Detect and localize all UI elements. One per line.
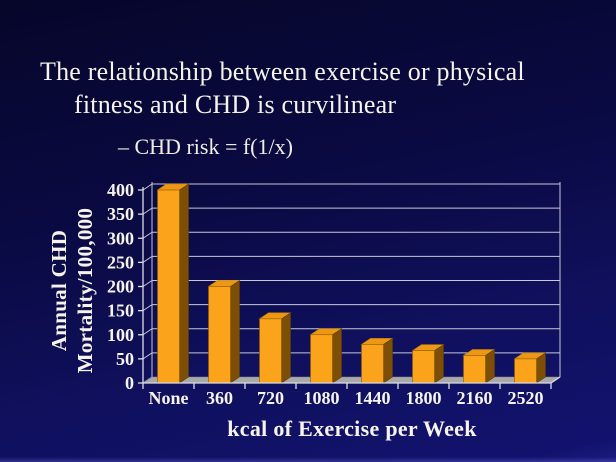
bar-2520 [514, 358, 537, 384]
grid-depth-connector-250 [142, 255, 153, 263]
y-axis-title-line-2: Mortality/100,000 [73, 208, 97, 373]
y-axis-tick-label-100: 100 [107, 325, 134, 345]
chart-floor [142, 376, 561, 384]
x-axis-depth-edge [550, 376, 561, 384]
x-axis-category-label-360: 360 [206, 388, 233, 408]
grid-depth-connector-100 [142, 328, 153, 336]
bar-1440 [361, 344, 384, 384]
grid-depth-connector-150 [142, 304, 153, 312]
x-axis-title: kcal of Exercise per Week [227, 416, 477, 441]
slide-title-line-1: The relationship between exercise or phy… [40, 57, 525, 86]
bar-side-face-2160 [485, 348, 495, 384]
grid-depth-connector-350 [142, 207, 153, 215]
x-axis-category-label-720: 720 [257, 388, 284, 408]
x-axis-category-label-1440: 1440 [355, 388, 391, 408]
bar-1080 [310, 334, 333, 384]
bar-side-face-1440 [383, 337, 393, 384]
x-axis-category-label-1080: 1080 [304, 388, 340, 408]
slide-title-line-2: fitness and CHD is curvilinear [74, 90, 397, 119]
grid-depth-connector-400 [142, 183, 153, 191]
x-axis-category-label-1800: 1800 [406, 388, 442, 408]
bar-360 [208, 286, 231, 384]
bar-side-face-1080 [332, 328, 342, 384]
y-axis-tick-label-250: 250 [107, 252, 134, 272]
bar-2160 [463, 355, 486, 384]
bar-side-face-None [179, 183, 189, 384]
bar-1800 [412, 350, 435, 384]
y-axis-tick-label-50: 50 [116, 349, 134, 369]
y-axis-tick-label-200: 200 [107, 277, 134, 297]
bar-side-face-360 [230, 279, 240, 384]
y-axis-title-line-1: Annual CHD [47, 230, 71, 351]
bar-720 [259, 318, 282, 384]
slide-bottom-edge-glow [0, 457, 616, 462]
grid-depth-connector-200 [142, 280, 153, 287]
y-axis-tick-label-300: 300 [107, 228, 134, 248]
bar-side-face-1800 [434, 344, 444, 384]
x-axis-category-label-None: None [149, 388, 189, 408]
y-axis-tick-label-400: 400 [107, 180, 134, 200]
x-axis-category-label-2520: 2520 [508, 388, 544, 408]
bar-side-face-720 [281, 312, 291, 384]
bullet-chd-risk-formula: – CHD risk = f(1/x) [118, 134, 293, 159]
grid-depth-connector-300 [142, 231, 153, 239]
y-axis-tick-label-350: 350 [107, 204, 134, 224]
x-axis-category-label-2160: 2160 [457, 388, 493, 408]
y-axis-tick-label-0: 0 [125, 373, 134, 393]
bar-None [157, 189, 180, 384]
grid-depth-connector-50 [142, 352, 153, 360]
slide-title: The relationship between exercise or phy… [40, 55, 580, 121]
y-axis-tick-label-150: 150 [107, 301, 134, 321]
